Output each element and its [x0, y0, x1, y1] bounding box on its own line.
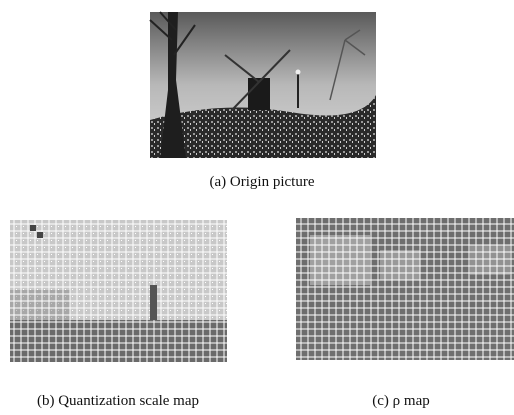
caption: (c) ρ map	[372, 393, 429, 410]
figure-canvas	[0, 0, 514, 415]
page: {"figures": [ {"caption": "(a) Origin pi…	[0, 0, 514, 415]
caption: (b) Quantization scale map	[37, 393, 199, 410]
rho-map	[296, 218, 514, 360]
origin-picture	[150, 12, 376, 158]
caption: (a) Origin picture	[210, 174, 315, 191]
quantization-scale-map	[10, 220, 227, 362]
